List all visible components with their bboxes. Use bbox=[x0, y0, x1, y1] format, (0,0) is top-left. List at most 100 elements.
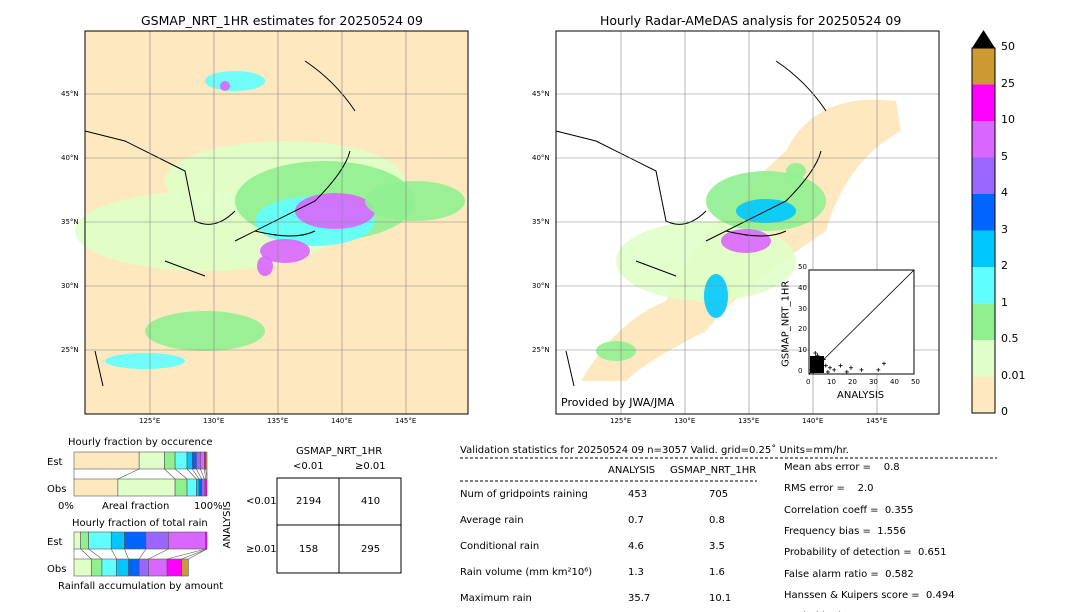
lat-tick-label: 40°N bbox=[61, 154, 79, 162]
colorbar-segment bbox=[972, 267, 995, 304]
scatter-point bbox=[881, 361, 886, 366]
stats-score: Frequency bias = 1.556 bbox=[784, 525, 906, 537]
rain-est-segment bbox=[110, 531, 125, 550]
occurrence-est-segment bbox=[73, 451, 140, 470]
map-frame bbox=[84, 30, 469, 415]
scatter-y-tick: 40 bbox=[798, 283, 807, 292]
rain-area bbox=[260, 239, 310, 263]
rain-est-label: Est bbox=[47, 537, 63, 548]
colorbar-segment bbox=[972, 194, 995, 231]
colorbar-label: 25 bbox=[1001, 76, 1015, 90]
scatter-x-tick: 10 bbox=[827, 378, 836, 386]
scatter-x-tick: 50 bbox=[911, 378, 920, 386]
scatter-point bbox=[823, 363, 828, 368]
stats-score: Probability of detection = 0.651 bbox=[784, 547, 947, 559]
colorbar-segment bbox=[972, 157, 995, 194]
ct-row2: ≥0.01 bbox=[246, 544, 277, 555]
rain-area bbox=[721, 229, 771, 253]
rain-footer: Rainfall accumulation by amount bbox=[58, 581, 224, 592]
rain-obs-segment bbox=[116, 558, 129, 577]
rain-area bbox=[596, 341, 636, 361]
occurrence-obs-segment bbox=[196, 478, 200, 497]
scatter-point bbox=[828, 365, 832, 370]
scatter-point bbox=[844, 369, 849, 374]
lon-tick-label: 135°E bbox=[738, 417, 760, 425]
occurrence-obs-segment bbox=[174, 478, 188, 497]
scatter-x-tick: 20 bbox=[848, 378, 857, 386]
colorbar-segment bbox=[972, 376, 995, 413]
ct-cell: 158 bbox=[299, 544, 319, 555]
rain-est-segment bbox=[80, 531, 89, 550]
occurrence-est-segment bbox=[205, 451, 208, 470]
colorbar-label: 10 bbox=[1001, 113, 1015, 126]
scatter-point-cluster bbox=[810, 356, 824, 373]
rain-est-segment bbox=[88, 531, 112, 550]
rain-obs-segment bbox=[101, 558, 117, 577]
lon-tick-label: 140°E bbox=[802, 417, 824, 425]
scatter-diagonal bbox=[808, 269, 915, 375]
colorbar-label: 50 bbox=[1001, 40, 1015, 53]
stats-gsmap-value: 0.8 bbox=[709, 515, 725, 526]
ct-row-axis: ANALYSIS bbox=[221, 501, 233, 549]
rain-obs-segment bbox=[181, 558, 189, 577]
stats-gsmap-value: 1.6 bbox=[709, 567, 725, 578]
occ-est-label: Est bbox=[47, 457, 63, 468]
stats-score: Mean abs error = 0.8 bbox=[784, 462, 900, 473]
occurrence-obs-segment bbox=[201, 478, 205, 497]
scatter-point bbox=[813, 350, 818, 355]
connector-line bbox=[124, 548, 129, 560]
connector-line bbox=[188, 548, 208, 560]
occurrence-est-segment bbox=[186, 451, 193, 470]
stats-header: Validation statistics for 20250524 09 n=… bbox=[460, 445, 849, 456]
occurrence-est-segment bbox=[196, 451, 201, 470]
scatter-point bbox=[838, 363, 843, 368]
ct-cell: 2194 bbox=[296, 496, 322, 507]
stats-score: Correlation coeff = 0.355 bbox=[784, 504, 914, 516]
occurrence-obs-segment bbox=[205, 478, 208, 497]
scatter-x-label: ANALYSIS bbox=[837, 390, 885, 401]
ct-col2: ≥0.01 bbox=[355, 461, 386, 472]
rain-obs-segment bbox=[73, 558, 92, 577]
colorbar-segment bbox=[972, 121, 995, 158]
lon-tick-label: 135°E bbox=[267, 417, 289, 425]
stats-gsmap-value: 705 bbox=[709, 489, 729, 500]
lon-tick-label: 130°E bbox=[203, 417, 225, 425]
occurrence-est-segment bbox=[164, 451, 176, 470]
scatter-point bbox=[849, 365, 853, 370]
colorbar-segment bbox=[972, 303, 995, 340]
lon-tick-label: 145°E bbox=[866, 417, 888, 425]
lat-tick-label: 30°N bbox=[61, 282, 79, 290]
rain-area bbox=[365, 181, 465, 221]
stats-score: Hanssen & Kuipers score = 0.494 bbox=[784, 589, 955, 601]
right-map-title: Hourly Radar-AMeDAS analysis for 2025052… bbox=[600, 13, 902, 28]
occ-axis-right: 100% bbox=[194, 501, 223, 512]
rain-obs-segment bbox=[148, 558, 168, 577]
rain-area bbox=[257, 256, 273, 276]
stats-analysis-value: 4.6 bbox=[628, 541, 644, 552]
scatter-y-tick: 10 bbox=[798, 346, 807, 355]
ct-cell: 295 bbox=[361, 544, 381, 555]
lat-tick-label: 25°N bbox=[61, 346, 79, 354]
rain-area bbox=[105, 353, 185, 369]
colorbar-label: 4 bbox=[1001, 186, 1008, 199]
colorbar-label: 0.5 bbox=[1001, 332, 1019, 345]
connector-line bbox=[164, 468, 176, 480]
occurrence-obs-segment bbox=[73, 478, 119, 497]
occ-obs-label: Obs bbox=[47, 484, 67, 495]
connector-line bbox=[138, 548, 147, 560]
occurrence-est-segment bbox=[200, 451, 205, 470]
occ-axis-mid: Areal fraction bbox=[102, 501, 170, 512]
occurrence-obs-segment bbox=[186, 478, 197, 497]
coastline bbox=[84, 60, 356, 387]
scatter-point bbox=[825, 369, 830, 374]
stats-gsmap-value: 10.1 bbox=[709, 593, 732, 604]
colorbar-segment bbox=[972, 230, 995, 267]
connector-line bbox=[117, 468, 140, 480]
map-frame bbox=[555, 30, 940, 415]
lat-tick-label: 35°N bbox=[61, 218, 79, 226]
lat-tick-label: 45°N bbox=[532, 90, 550, 98]
colorbar-segment bbox=[972, 340, 995, 377]
stats-analysis-value: 35.7 bbox=[628, 593, 651, 604]
